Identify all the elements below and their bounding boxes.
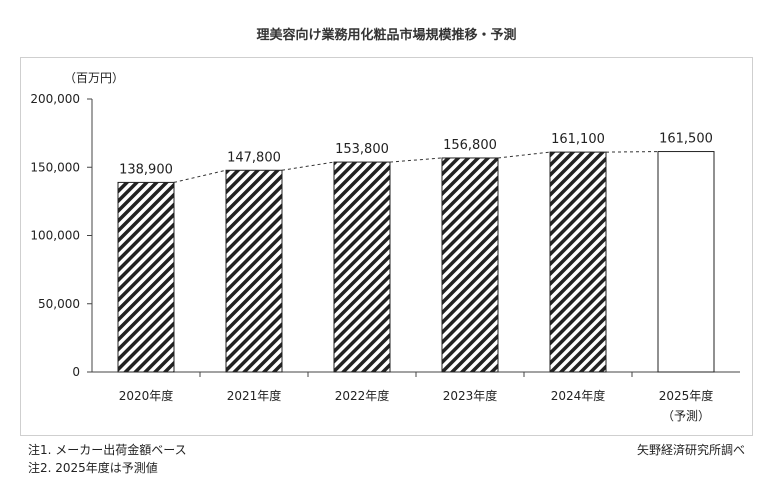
bar-2024年度	[549, 151, 607, 373]
y-tick-label: 0	[72, 365, 80, 379]
trend-segment	[389, 157, 443, 163]
y-tick-label: 150,000	[30, 160, 80, 174]
chart-title: 理美容向け業務用化粧品市場規模推移・予測	[256, 28, 517, 43]
y-tick-label: 200,000	[30, 92, 80, 106]
value-label: 138,900	[119, 162, 173, 177]
x-tick-label: 2021年度	[227, 388, 282, 403]
trend-segment	[281, 161, 335, 171]
value-label: 161,500	[659, 132, 713, 147]
bar-2021年度	[225, 169, 283, 373]
bar-2022年度	[333, 161, 391, 373]
trend-segment	[605, 151, 659, 153]
value-label: 147,800	[227, 150, 281, 165]
value-label: 153,800	[335, 142, 389, 157]
x-tick-label: 2020年度	[119, 388, 174, 403]
trend-segment	[497, 151, 551, 159]
note-1: 注1. メーカー出荷金額ベース	[28, 443, 187, 457]
trend-segment	[173, 169, 227, 183]
bar-2020年度	[117, 181, 175, 373]
x-tick-note: （予測）	[662, 409, 710, 423]
x-tick-label: 2022年度	[335, 388, 390, 403]
source-credit: 矢野経済研究所調べ	[636, 443, 745, 457]
value-label: 156,800	[443, 138, 497, 153]
note-2: 注2. 2025年度は予測値	[28, 461, 158, 475]
x-tick-label: 2025年度	[659, 388, 714, 403]
x-tick-label: 2024年度	[551, 388, 606, 403]
y-tick-label: 100,000	[30, 229, 80, 243]
value-label: 161,100	[551, 132, 605, 147]
y-axis-unit: （百万円）	[64, 71, 125, 85]
bar-2025年度	[657, 151, 715, 373]
x-tick-label: 2023年度	[443, 388, 498, 403]
chart-frame	[20, 57, 753, 436]
bar-2023年度	[441, 157, 499, 373]
y-tick-label: 50,000	[38, 297, 80, 311]
